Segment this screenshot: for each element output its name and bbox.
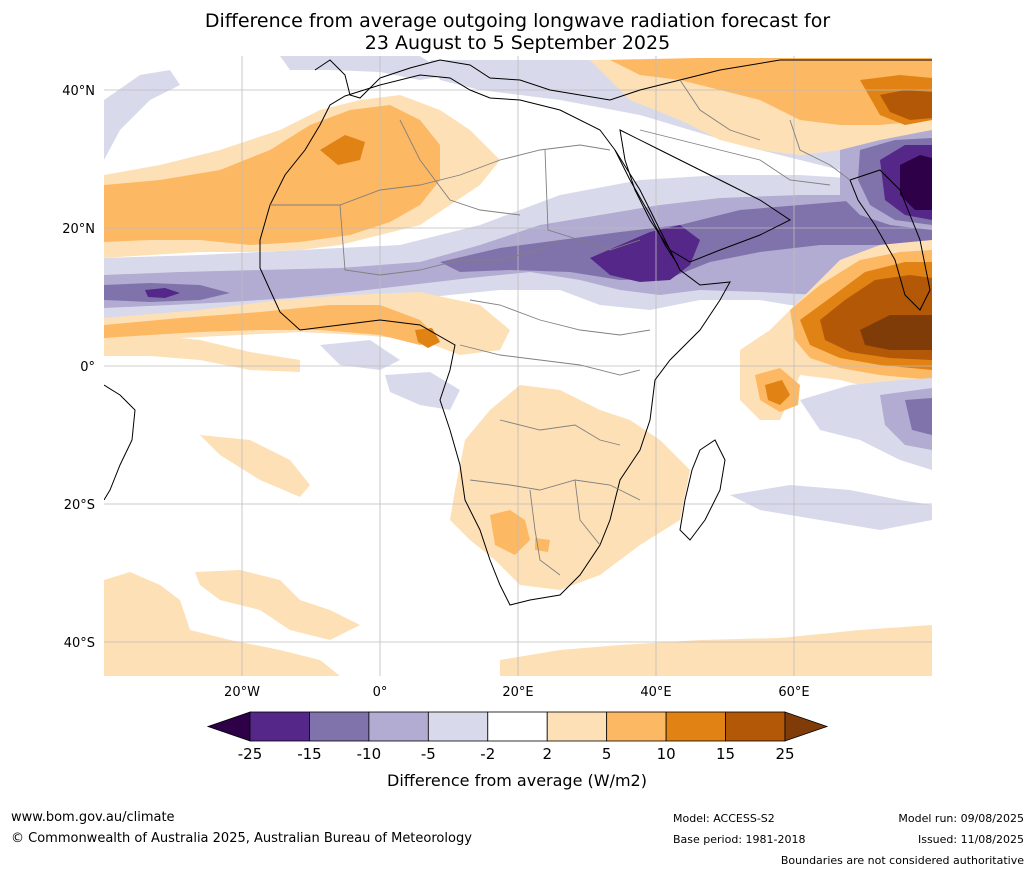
colorbar-tick-label: 10 <box>657 745 676 763</box>
anomaly-region <box>195 570 360 640</box>
lat-label: 40°S <box>64 636 95 651</box>
colorbar-tick-label: -2 <box>480 745 495 763</box>
lat-label: 20°N <box>62 222 95 237</box>
title-line-2: 23 August to 5 September 2025 <box>364 32 671 54</box>
colorbar-swatch <box>427 711 489 742</box>
lat-label: 40°N <box>62 84 95 99</box>
anomaly-region <box>145 288 180 298</box>
colorbar-swatch <box>368 711 429 742</box>
colorbar-swatch <box>487 711 548 742</box>
anomaly-region <box>900 155 932 210</box>
boundaries-note: Boundaries are not considered authoritat… <box>780 854 1024 867</box>
anomaly-region <box>610 58 932 125</box>
copyright-text: © Commonwealth of Australia 2025, Austra… <box>11 831 472 846</box>
colorbar-tick-label: -5 <box>421 745 436 763</box>
arabia-coastline <box>619 129 791 263</box>
colorbar-tick-label: 5 <box>602 745 612 763</box>
lon-label: 0° <box>373 685 388 700</box>
country-border <box>339 204 561 276</box>
europe-coastline <box>314 59 932 101</box>
anomaly-region <box>320 135 365 165</box>
colorbar-tick-label: -10 <box>357 745 382 763</box>
anomaly-region <box>280 56 450 80</box>
lat-label: 0° <box>80 360 95 375</box>
model-run-text: Model run: 09/08/2025 <box>898 812 1024 825</box>
country-borders <box>270 79 851 576</box>
country-border <box>544 149 641 251</box>
anomaly-region <box>860 315 932 350</box>
anomaly-region <box>880 90 932 120</box>
coastlines <box>104 59 932 606</box>
anomaly-region <box>535 538 550 552</box>
website-text: www.bom.gov.au/climate <box>11 810 175 825</box>
lon-label: 40°E <box>640 685 671 700</box>
anomaly-region <box>104 572 340 676</box>
model-text: Model: ACCESS-S2 <box>673 812 775 825</box>
title-line-1: Difference from average outgoing longwav… <box>204 10 831 32</box>
map-area <box>104 56 932 676</box>
colorbar-extend-low <box>206 711 251 742</box>
colorbar-tick-label: -15 <box>297 745 322 763</box>
anomaly-region <box>490 510 530 555</box>
colorbar-tick-label: -25 <box>238 745 263 763</box>
country-border <box>459 344 641 376</box>
gridlines <box>104 56 932 676</box>
anomaly-region <box>905 398 932 435</box>
country-border <box>270 144 611 206</box>
colorbar-swatch <box>606 711 667 742</box>
anomaly-region <box>200 435 310 497</box>
country-border <box>529 489 561 576</box>
anomaly-region <box>104 335 300 372</box>
anomaly-region <box>765 380 790 405</box>
colorbar-title: Difference from average (W/m2) <box>387 771 647 790</box>
anomaly-region <box>104 305 440 345</box>
anomaly-region <box>730 485 932 530</box>
country-border <box>789 119 851 181</box>
colorbar-swatch <box>249 711 310 742</box>
country-border <box>679 79 761 141</box>
colorbar-swatch <box>309 711 370 742</box>
country-border <box>574 479 601 546</box>
madagascar-coastline <box>679 439 726 541</box>
lon-label: 20°W <box>224 685 260 700</box>
longitude-labels: 20°W 0° 20°E 40°E 60°E <box>224 685 810 700</box>
lon-label: 20°E <box>502 685 533 700</box>
anomaly-region <box>385 372 460 410</box>
country-border <box>469 299 651 336</box>
country-border <box>639 129 831 186</box>
colorbar-tick-label: 15 <box>716 745 735 763</box>
country-border <box>469 479 641 501</box>
anomaly-region <box>104 70 180 160</box>
anomaly-region <box>500 625 932 676</box>
colorbar-swatch <box>665 711 726 742</box>
latitude-labels: 40°N 20°N 0° 20°S 40°S <box>62 84 95 651</box>
south-america-coastline <box>104 384 136 501</box>
colorbar-swatch <box>546 711 608 742</box>
country-border <box>499 419 621 446</box>
lon-label: 60°E <box>778 685 809 700</box>
anomaly-region <box>590 225 700 282</box>
india-coastline <box>849 169 931 311</box>
africa-coastline <box>259 74 731 606</box>
base-period-text: Base period: 1981-2018 <box>673 833 806 846</box>
colorbar: -25 -15 -10 -5 -2 2 5 10 15 25 <box>206 711 829 763</box>
chart-title: Difference from average outgoing longwav… <box>0 10 1035 54</box>
country-border <box>399 119 521 216</box>
issued-text: Issued: 11/08/2025 <box>917 833 1024 846</box>
colorbar-swatch <box>725 711 786 742</box>
red-sea-coastline <box>614 149 679 266</box>
colorbar-tick-label: 25 <box>775 745 794 763</box>
colorbar-tick-label: 2 <box>542 745 552 763</box>
lat-label: 20°S <box>64 498 95 513</box>
colorbar-extend-high <box>784 711 829 742</box>
